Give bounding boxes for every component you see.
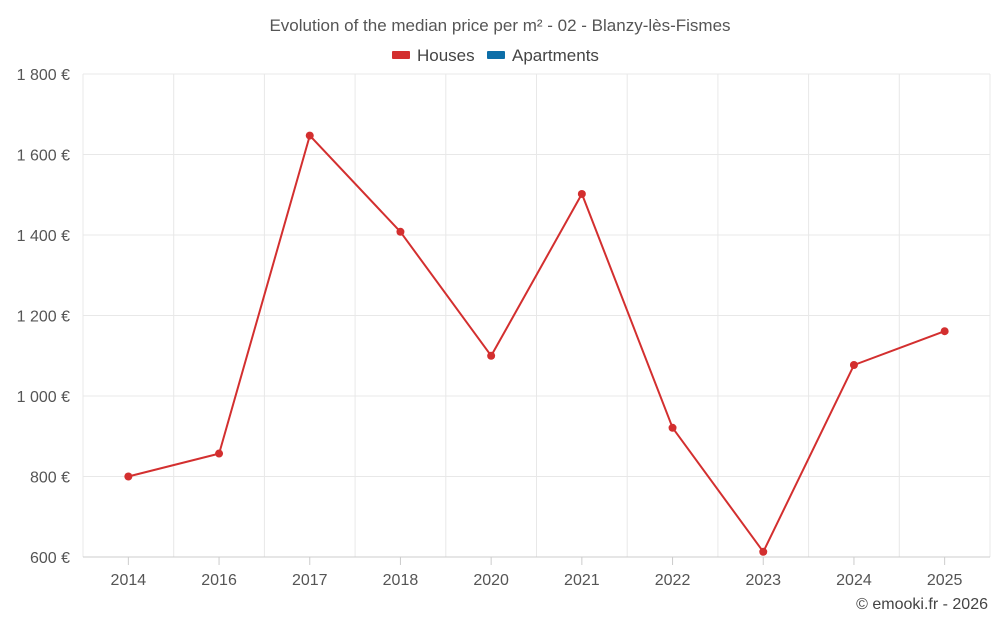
y-tick-label: 1 200 € (17, 309, 70, 326)
data-point-houses[interactable] (759, 547, 768, 556)
credit-text: © emooki.fr - 2026 (856, 596, 988, 613)
x-tick-label: 2023 (745, 572, 781, 589)
data-point-houses[interactable] (849, 361, 858, 370)
series-line-houses (128, 134, 945, 553)
data-point-houses[interactable] (396, 227, 405, 236)
data-point-houses[interactable] (124, 472, 133, 481)
legend-swatch-houses (392, 51, 410, 59)
x-tick-label: 2021 (564, 572, 600, 589)
x-tick-label: 2014 (111, 572, 147, 589)
x-tick-label: 2022 (655, 572, 691, 589)
x-tick-label: 2020 (473, 572, 509, 589)
y-tick-label: 600 € (30, 550, 70, 567)
data-point-houses[interactable] (668, 423, 677, 432)
x-tick-label: 2024 (836, 572, 872, 589)
data-point-houses[interactable] (940, 327, 949, 336)
legend-label-apartments: Apartments (512, 46, 599, 65)
x-tick-label: 2018 (383, 572, 419, 589)
grid-layer (82, 73, 991, 558)
legend-label-houses: Houses (417, 46, 475, 65)
x-tick-label: 2017 (292, 572, 328, 589)
x-axis: 2014 2016 2017 2018 2020 2021 2022 2023 2024 2025 (83, 556, 990, 589)
legend-swatch-apartments (487, 51, 505, 59)
y-tick-label: 1 400 € (17, 228, 70, 245)
data-point-houses[interactable] (487, 351, 496, 360)
chart-title: Evolution of the median price per m² - 0… (269, 16, 730, 35)
x-tick-label: 2016 (201, 572, 237, 589)
data-point-houses[interactable] (305, 131, 314, 140)
legend[interactable]: Houses Apartments (392, 46, 599, 65)
y-tick-label: 1 800 € (17, 67, 70, 84)
y-axis: 600 € 800 € 1 000 € 1 200 € 1 400 € 1 600 € 1 … (17, 67, 70, 567)
series-layer (124, 131, 949, 556)
y-tick-label: 800 € (30, 470, 70, 487)
legend-item-houses[interactable]: Houses (392, 46, 475, 65)
data-point-houses[interactable] (577, 189, 586, 198)
y-tick-label: 1 000 € (17, 389, 70, 406)
legend-item-apartments[interactable]: Apartments (487, 46, 599, 65)
data-point-houses[interactable] (215, 449, 224, 458)
y-tick-label: 1 600 € (17, 148, 70, 165)
x-tick-label: 2025 (927, 572, 963, 589)
